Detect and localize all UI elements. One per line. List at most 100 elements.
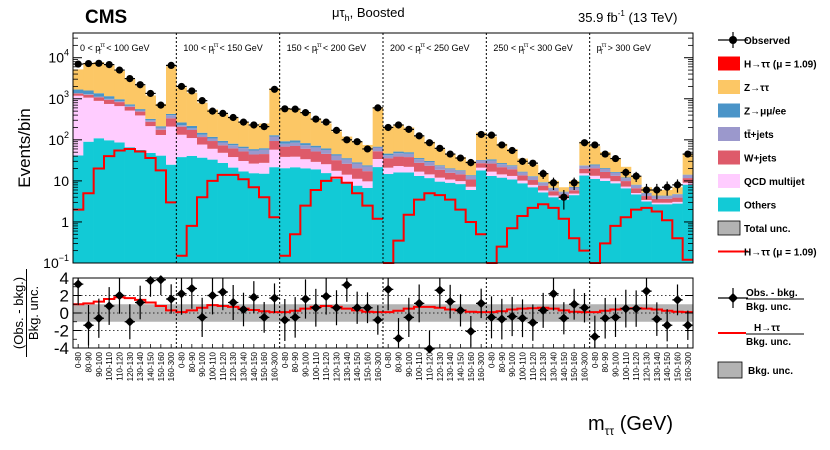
bar-wjets (279, 146, 291, 157)
bar-qcd (124, 110, 136, 148)
observed-point (270, 85, 279, 93)
ratio-point (331, 303, 342, 313)
bar-others (155, 155, 167, 263)
ratio-y-tick-label: 4 (60, 269, 69, 288)
observed-point (312, 115, 320, 123)
bar-qcd (217, 152, 229, 163)
bar-others (517, 183, 528, 263)
x-tick-label: 0-80 (178, 351, 187, 368)
y-axis-title: Events/bin (15, 108, 34, 187)
bar-ztt (259, 123, 270, 149)
bar-wjets (393, 156, 404, 167)
bar-zll (496, 163, 508, 165)
x-tick-label: 130-140 (136, 351, 145, 381)
bar-ttjets (496, 164, 508, 168)
y-axis: 10−1 1 10 102 103 104 (43, 32, 693, 271)
observed-point (229, 113, 237, 122)
bar-ztt (424, 141, 435, 161)
observed-point (291, 105, 299, 113)
bar-others (259, 173, 270, 263)
x-tick-label: 160-300 (477, 351, 486, 381)
bar-ttjets (414, 159, 425, 163)
legend-label-num: H→ττ (754, 323, 781, 334)
bar-zll (104, 96, 115, 99)
bar-others (114, 142, 125, 263)
observed-point (498, 141, 506, 149)
bar-qcd (527, 184, 539, 188)
bar-ztt (290, 108, 301, 141)
observed-point (198, 97, 206, 105)
x-tick-label: 0-80 (591, 351, 600, 368)
lumi-label: 35.9 fb-1 (13 TeV) (578, 9, 677, 25)
x-tick-label: 100-110 (105, 351, 114, 380)
ratio-point (528, 317, 538, 328)
legend-swatch (717, 361, 743, 379)
ratio-point (497, 314, 507, 324)
legend-item-bkgunc: Bkg. unc. (717, 361, 793, 379)
ratio-y-tick-label: 2 (60, 287, 69, 306)
bar-zll (486, 159, 497, 161)
observed-point (74, 60, 82, 68)
bar-ztt (217, 114, 229, 141)
bar-qcd (486, 171, 497, 176)
region-label: 100 < pττ T < 150 GeV (183, 43, 262, 56)
observed-point (601, 150, 609, 158)
ratio-point (259, 312, 269, 323)
bar-ttjets (176, 125, 187, 127)
ratio-point (600, 313, 610, 323)
x-tick-label: 130-140 (343, 351, 352, 381)
observed-point (529, 159, 537, 167)
bar-zll (207, 136, 218, 139)
bar-ztt (579, 141, 590, 166)
x-tick-label: 110-120 (322, 351, 331, 380)
bar-ztt (104, 65, 115, 97)
y-tick-label: 103 (48, 89, 69, 107)
legend-swatch (718, 150, 740, 165)
bar-ttjets (393, 153, 404, 157)
bar-ttjets (610, 172, 621, 176)
bar-zll (414, 158, 425, 160)
bar-ttjets (166, 115, 177, 119)
bar-qcd (600, 178, 611, 181)
ratio-point (269, 293, 280, 303)
bar-ttjets (145, 120, 156, 122)
bar-wjets (238, 151, 249, 161)
bar-qcd (290, 156, 301, 168)
ratio-point (507, 311, 517, 322)
observed-point (539, 170, 547, 178)
bar-qcd (455, 181, 466, 185)
bar-zll (507, 165, 518, 167)
bar-zll (527, 176, 539, 177)
bar-others (507, 179, 518, 263)
bar-qcd (73, 95, 84, 156)
bar-others (496, 177, 508, 263)
ratio-point (145, 275, 156, 286)
observed-point (425, 139, 434, 147)
experiment-label: CMS (85, 7, 127, 28)
observed-point (632, 172, 640, 180)
x-tick-label: 100-110 (415, 351, 424, 380)
bar-ztt (114, 70, 125, 100)
bar-others (600, 180, 611, 263)
bar-ttjets (279, 143, 291, 147)
x-tick-label: 110-120 (116, 351, 125, 380)
legend-label: Z→ττ (744, 83, 770, 94)
observed-point (219, 109, 227, 118)
bar-zll (620, 177, 632, 179)
bar-others (465, 190, 477, 263)
bar-qcd (610, 181, 621, 184)
bar-others (372, 167, 384, 263)
x-tick-labels: 0-80 80-90 90-100 100-110 110-120 120-130 130-… (74, 344, 693, 381)
bar-qcd (155, 134, 167, 156)
x-tick-label: 150-160 (674, 351, 683, 381)
bar-others (83, 141, 94, 263)
x-tick-label: 120-130 (643, 351, 652, 381)
x-tick-label: 120-130 (229, 351, 238, 381)
observed-point (549, 179, 558, 187)
bar-ztt (228, 118, 239, 144)
bar-ttjets (589, 165, 601, 169)
x-tick-label: 160-300 (684, 351, 693, 381)
x-tick-label: 150-160 (157, 351, 166, 381)
bar-qcd (496, 174, 508, 178)
